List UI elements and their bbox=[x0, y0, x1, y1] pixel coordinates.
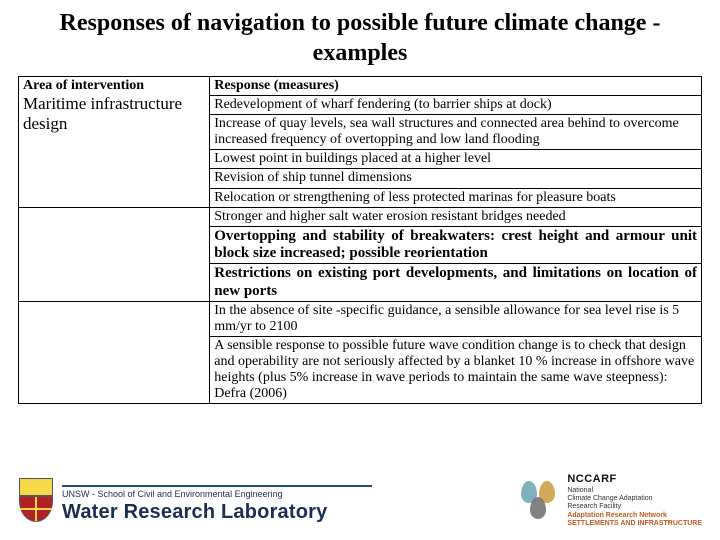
area-cell-empty bbox=[19, 301, 210, 404]
table-row: Increase of quay levels, sea wall struct… bbox=[210, 115, 702, 150]
area-cell-empty bbox=[19, 207, 210, 301]
responses-table: Area of intervention Maritime infrastruc… bbox=[18, 76, 702, 404]
divider bbox=[62, 485, 372, 487]
table-row: In the absence of site -specific guidanc… bbox=[210, 301, 702, 336]
unsw-subtitle: UNSW - School of Civil and Environmental… bbox=[62, 489, 283, 499]
table-row: Lowest point in buildings placed at a hi… bbox=[210, 150, 702, 169]
nccarf-brand: NCCARF bbox=[567, 473, 702, 486]
nccarf-logo-icon bbox=[519, 479, 559, 523]
table-row: A sensible response to possible future w… bbox=[210, 336, 702, 403]
unsw-crest-icon bbox=[18, 478, 54, 524]
nccarf-network: Adaptation Research Network bbox=[567, 512, 702, 520]
wrl-block: UNSW - School of Civil and Environmental… bbox=[62, 485, 372, 524]
nccarf-text: NCCARF National Climate Change Adaptatio… bbox=[567, 473, 702, 528]
footer-left: UNSW - School of Civil and Environmental… bbox=[18, 478, 372, 524]
table-row: Revision of ship tunnel dimensions bbox=[210, 169, 702, 188]
footer: UNSW - School of Civil and Environmental… bbox=[0, 468, 720, 540]
footer-right: NCCARF National Climate Change Adaptatio… bbox=[519, 473, 702, 528]
table-container: Area of intervention Maritime infrastruc… bbox=[0, 72, 720, 404]
nccarf-line: Research Facility bbox=[567, 503, 702, 511]
table-row: Stronger and higher salt water erosion r… bbox=[210, 207, 702, 226]
table-row: Relocation or strengthening of less prot… bbox=[210, 188, 702, 207]
response-header: Response (measures) bbox=[210, 77, 702, 96]
area-cell: Area of intervention Maritime infrastruc… bbox=[19, 77, 210, 208]
nccarf-line: Climate Change Adaptation bbox=[567, 495, 702, 503]
slide-title: Responses of navigation to possible futu… bbox=[0, 0, 720, 72]
area-label: Maritime infrastructure design bbox=[23, 94, 205, 133]
nccarf-network: SETTLEMENTS AND INFRASTRUCTURE bbox=[567, 520, 702, 528]
table-row-bold: Overtopping and stability of breakwaters… bbox=[210, 226, 702, 264]
area-header: Area of intervention bbox=[23, 78, 205, 94]
nccarf-line: National bbox=[567, 487, 702, 495]
wrl-title: Water Research Laboratory bbox=[62, 501, 327, 524]
table-row-bold: Restrictions on existing port developmen… bbox=[210, 264, 702, 302]
table-row: Redevelopment of wharf fendering (to bar… bbox=[210, 96, 702, 115]
